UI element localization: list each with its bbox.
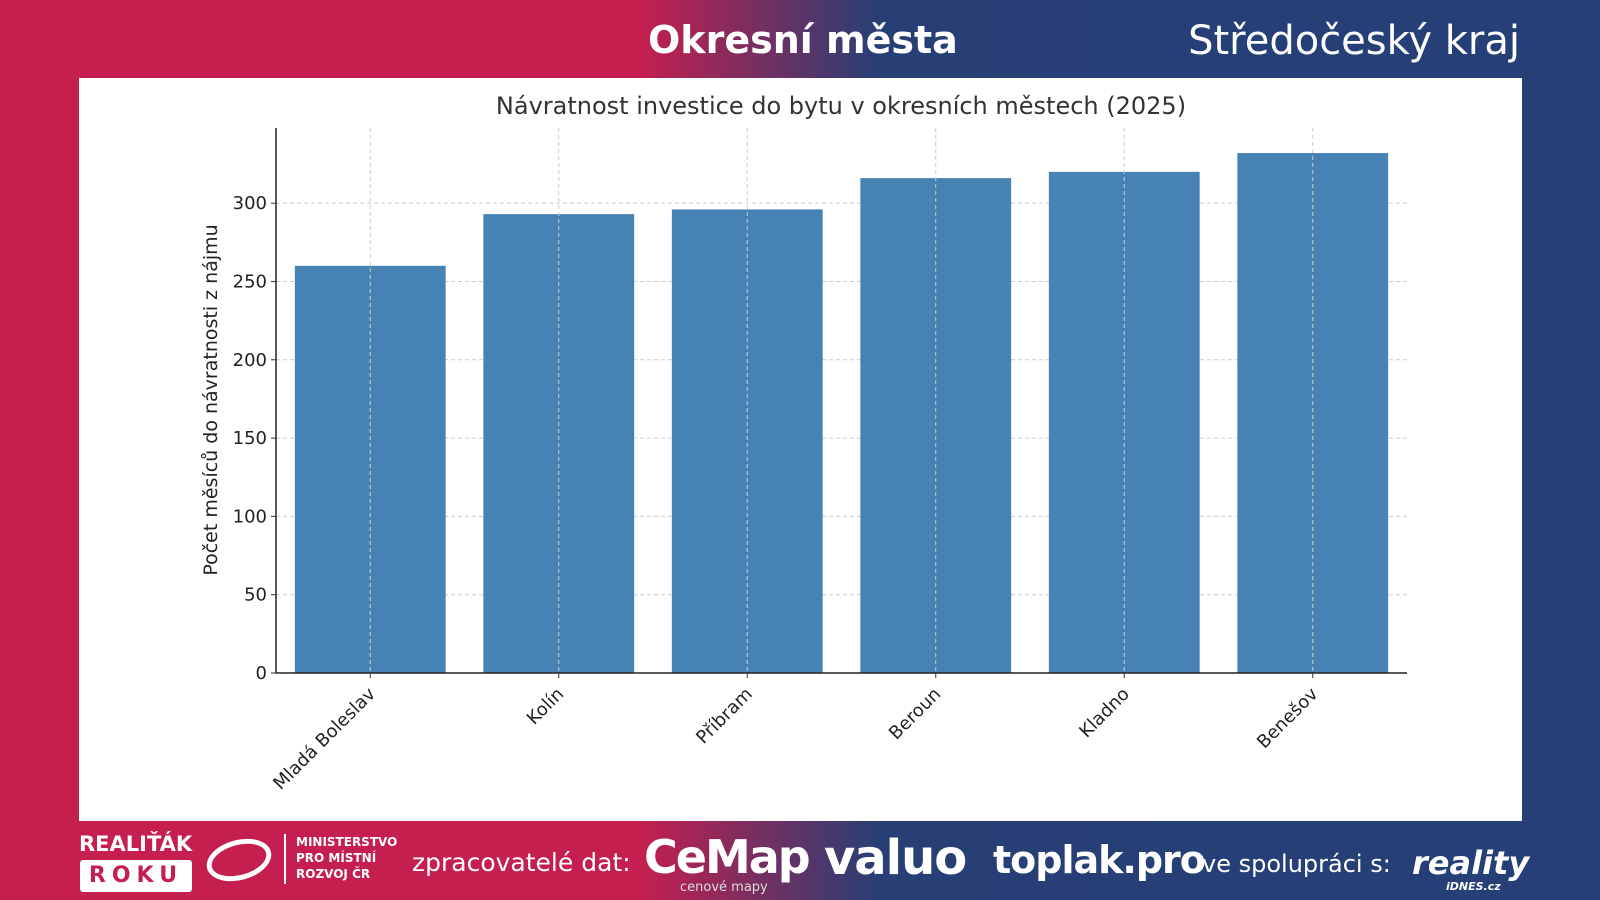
x-tick-label: Kolín: [523, 684, 568, 729]
chart-title: Návratnost investice do bytu v okresních…: [496, 92, 1186, 120]
bar-příbram: [671, 209, 823, 674]
y-tick-label: 100: [233, 506, 267, 527]
y-tick-label: 150: [233, 428, 267, 449]
header-region: Středočeský kraj: [1188, 18, 1520, 64]
valuo-logo: valuo: [824, 830, 967, 886]
y-tick-label: 50: [244, 585, 267, 606]
award-top: REALIŤÁK: [79, 832, 193, 856]
cemap-sub: cenové mapy: [680, 880, 768, 895]
y-tick-label: 300: [233, 193, 267, 214]
ministry-logo-icon: [201, 832, 277, 888]
x-tick-label: Kladno: [1075, 684, 1133, 742]
x-tick-label: Beroun: [885, 684, 945, 744]
ministry-line: PRO MÍSTNÍ: [296, 851, 377, 865]
y-tick-label: 0: [256, 663, 267, 684]
reality-logo: reality: [1412, 844, 1530, 882]
header-title: Okresní města: [648, 18, 958, 62]
x-tick-label: Benešov: [1253, 683, 1323, 753]
ministry-name: MINISTERSTVO PRO MÍSTNÍ ROZVOJ ČR: [296, 834, 397, 882]
partner-label: ve spolupráci s:: [1202, 850, 1391, 878]
award-bottom: ROKU: [80, 860, 192, 892]
footer: REALIŤÁK ROKU MINISTERSTVO PRO MÍSTNÍ RO…: [0, 822, 1600, 900]
divider: [284, 834, 286, 884]
processors-label: zpracovatelé dat:: [412, 848, 631, 877]
y-tick-label: 200: [233, 350, 267, 371]
ministry-line: ROZVOJ ČR: [296, 867, 371, 881]
bar-chart: Mladá Boleslav Kolín Příbram Beroun Kladno Be…: [200, 92, 1407, 794]
bar-benešov: [1237, 153, 1389, 673]
cemap-logo: CeMap: [644, 830, 811, 884]
y-axis-label: Počet měsíců do návratnosti z nájmu: [200, 224, 222, 575]
x-tick-label: Příbram: [692, 684, 757, 749]
chart-panel: Mladá Boleslav Kolín Příbram Beroun Kladno Be…: [79, 78, 1522, 821]
ministry-line: MINISTERSTVO: [296, 835, 398, 849]
y-tick-label: 250: [233, 271, 267, 292]
x-tick-label: Mladá Boleslav: [269, 683, 380, 794]
reality-sub: iDNES.cz: [1446, 880, 1501, 893]
toplak-logo: toplak.pro: [993, 838, 1206, 882]
